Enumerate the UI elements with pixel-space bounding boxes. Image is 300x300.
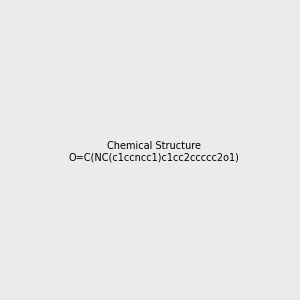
Text: Chemical Structure
O=C(NC(c1ccncc1)c1cc2ccccc2o1): Chemical Structure O=C(NC(c1ccncc1)c1cc2… bbox=[68, 141, 239, 162]
